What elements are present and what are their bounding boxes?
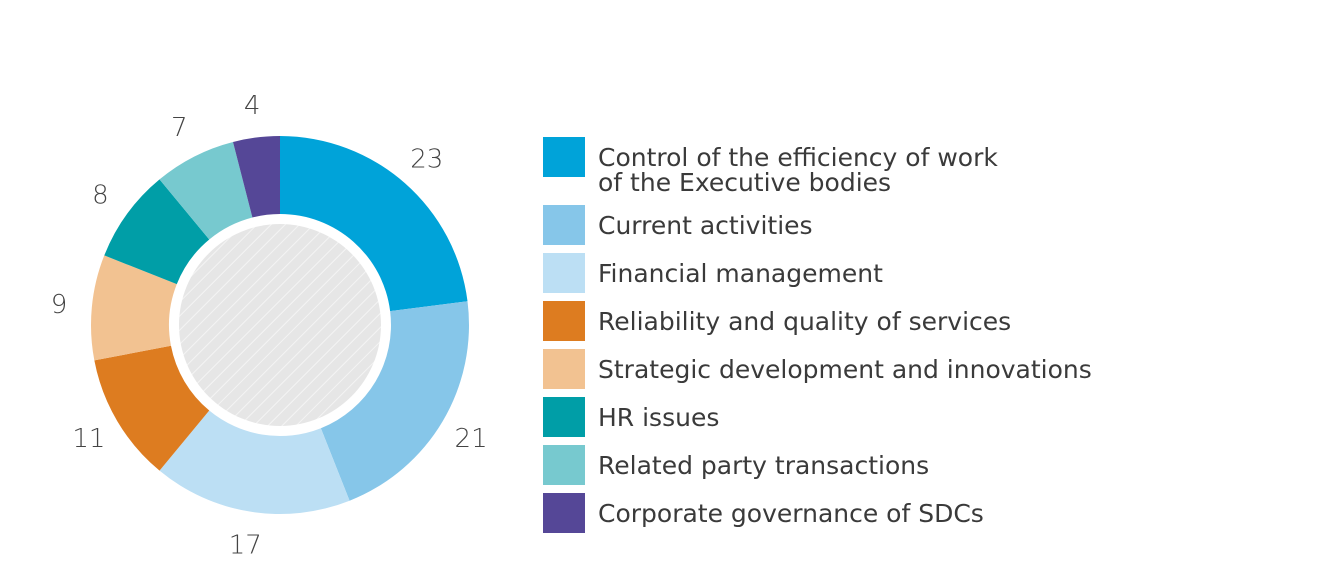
- donut-center: [179, 224, 381, 426]
- slice-4: [91, 255, 177, 361]
- legend-label: Control of the efficiency of work of the…: [598, 143, 998, 197]
- data-label: 7: [171, 113, 188, 143]
- legend-swatch: [543, 445, 585, 485]
- legend-item: HR issues: [543, 397, 1158, 437]
- legend-swatch: [543, 349, 585, 389]
- slice-2: [159, 410, 350, 514]
- legend-label: Corporate governance of SDCs: [598, 499, 984, 528]
- slice-7: [232, 136, 280, 218]
- legend-item: Reliability and quality of services: [543, 301, 1158, 341]
- data-label: 21: [455, 424, 488, 454]
- legend-swatch: [543, 253, 585, 293]
- legend-label: Reliability and quality of services: [598, 307, 1012, 336]
- legend-item: Current activities: [543, 205, 1158, 245]
- legend-label: Strategic development and innovations: [598, 355, 1092, 384]
- legend-item: Related party transactions: [543, 445, 1158, 485]
- slice-1: [320, 301, 469, 501]
- legend-label: HR issues: [598, 403, 720, 432]
- data-label: 17: [229, 530, 262, 560]
- legend-swatch: [543, 137, 585, 177]
- data-label: 23: [410, 144, 443, 174]
- legend-item: Control of the efficiency of work of the…: [543, 137, 1158, 195]
- slice-6: [159, 141, 253, 240]
- legend-swatch: [543, 205, 585, 245]
- legend-swatch: [543, 301, 585, 341]
- legend-swatch: [543, 397, 585, 437]
- slice-0: [280, 136, 468, 312]
- data-label: 8: [92, 181, 109, 211]
- legend-label: Financial management: [598, 259, 883, 288]
- legend-label: Current activities: [598, 211, 813, 240]
- legend-item: Financial management: [543, 253, 1158, 293]
- legend-swatch: [543, 493, 585, 533]
- data-label: 11: [72, 424, 105, 454]
- donut-chart: 23 21 17 11 9 8 7 4: [51, 91, 488, 561]
- slice-5: [104, 179, 210, 285]
- slice-3: [94, 345, 210, 471]
- legend-item: Corporate governance of SDCs: [543, 493, 1158, 533]
- legend-label: Related party transactions: [598, 451, 930, 480]
- data-label: 4: [244, 91, 261, 121]
- legend-item: Strategic development and innovations: [543, 349, 1158, 389]
- data-label: 9: [51, 290, 68, 320]
